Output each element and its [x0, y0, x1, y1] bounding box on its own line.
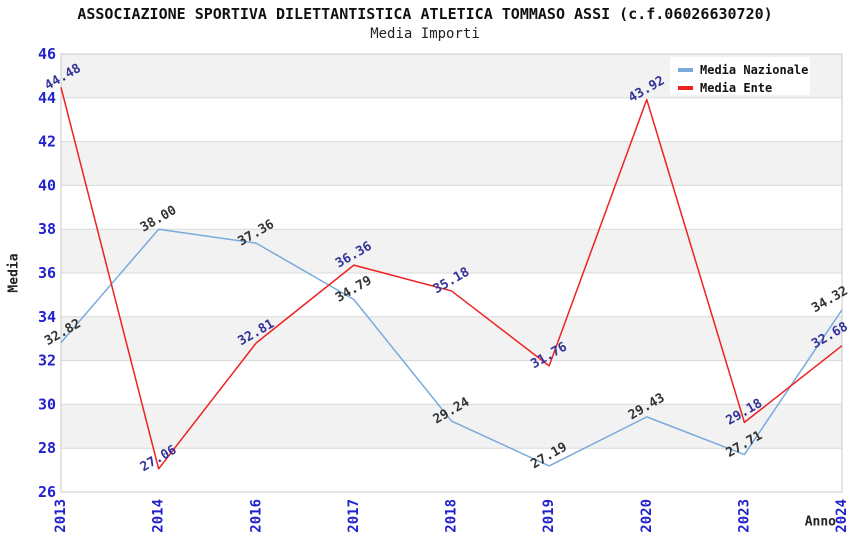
y-grid-band: [61, 273, 842, 317]
x-tick-label: 2018: [444, 499, 460, 533]
y-tick-label: 26: [38, 483, 56, 501]
y-tick-label: 40: [38, 176, 56, 194]
x-tick-label: 2013: [53, 499, 69, 533]
chart-subtitle: Media Importi: [370, 26, 480, 42]
y-tick-label: 30: [38, 395, 56, 413]
legend-box: [670, 57, 810, 95]
y-grid-band: [61, 141, 842, 186]
y-grid-band: [61, 185, 842, 230]
series-line-media-ente: [60, 87, 843, 470]
x-tick-label: 2017: [346, 499, 362, 533]
x-tick-label: 2023: [736, 499, 752, 533]
x-tick-label: 2019: [541, 499, 557, 533]
y-grid-band: [61, 360, 842, 405]
plot-border: [60, 53, 843, 493]
y-grid-band: [61, 316, 842, 361]
y-tick-label: 46: [38, 45, 56, 63]
y-tick-label: 34: [38, 308, 56, 326]
y-tick-label: 38: [38, 220, 56, 238]
x-tick-label: 2016: [248, 499, 264, 533]
y-grid-band: [61, 448, 842, 492]
y-tick-label: 28: [38, 439, 56, 457]
y-axis-title: Media: [7, 253, 22, 292]
y-tick-label: 32: [38, 352, 56, 370]
y-tick-label: 42: [38, 133, 56, 151]
legend-label: Media Nazionale: [700, 63, 808, 77]
chart-title: ASSOCIAZIONE SPORTIVA DILETTANTISTICA AT…: [77, 5, 773, 23]
x-tick-label: 2024: [834, 499, 850, 533]
y-tick-label: 44: [38, 89, 56, 107]
legend-label: Media Ente: [700, 81, 772, 95]
series-line-media-nazionale: [60, 228, 843, 467]
y-grid-band: [61, 229, 842, 273]
x-axis-title: Anno: [805, 515, 836, 530]
y-grid-band: [61, 97, 842, 142]
y-tick-label: 36: [38, 264, 56, 282]
x-tick-label: 2014: [151, 499, 167, 533]
x-tick-label: 2020: [639, 499, 655, 533]
